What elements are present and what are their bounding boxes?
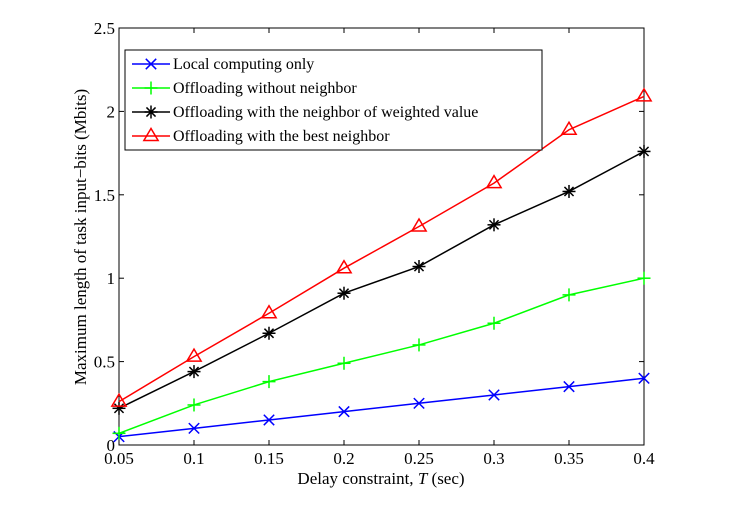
x-axis-label: Delay constraint, T (sec) [297, 469, 464, 488]
legend-marker [142, 127, 160, 142]
y-tick-label: 2.5 [94, 19, 115, 38]
data-point [110, 392, 128, 407]
y-tick-label: 1 [107, 269, 116, 288]
legend-marker [144, 105, 158, 119]
data-point [412, 260, 426, 274]
x-tick-label: 0.1 [183, 449, 204, 468]
data-point [563, 380, 575, 393]
legend-label: Offloading with the best neighbor [173, 128, 390, 145]
data-point [337, 286, 351, 300]
y-tick-label: 2 [107, 102, 116, 121]
legend-label: Offloading without neighbor [173, 80, 357, 97]
data-point [112, 401, 126, 415]
data-point [262, 326, 276, 340]
data-point [488, 389, 500, 401]
x-tick-label: 0.4 [633, 449, 655, 468]
data-point [410, 217, 428, 232]
y-axis-label: Maximum length of task input−bits (Mbits… [71, 89, 90, 385]
data-point [487, 316, 501, 330]
series-line [118, 95, 645, 403]
data-point [262, 375, 276, 389]
data-point [562, 184, 576, 198]
series-4 [110, 87, 653, 407]
series-1 [113, 372, 650, 443]
legend-item: Offloading without neighbor [132, 80, 357, 97]
series-3 [112, 144, 651, 415]
y-tick-label: 1.5 [94, 186, 115, 205]
x-tick-label: 0.3 [483, 449, 504, 468]
x-tick-label: 0.35 [554, 449, 584, 468]
data-point [637, 271, 651, 285]
y-tick-label: 0 [107, 436, 116, 455]
x-tick-label: 0.2 [333, 449, 354, 468]
legend-item: Local computing only [132, 56, 314, 73]
data-point [338, 405, 350, 418]
legend: Local computing only Offloading without n… [124, 49, 543, 151]
y-tick-label: 0.5 [94, 353, 115, 372]
data-point [112, 426, 126, 440]
legend-box [124, 49, 543, 151]
data-point [185, 347, 203, 362]
data-point [413, 397, 425, 410]
data-point [562, 288, 576, 302]
data-point [187, 398, 201, 412]
legend-label: Local computing only [173, 56, 314, 73]
legend-marker [144, 81, 158, 95]
series-line [118, 377, 645, 438]
x-axis-label-variable: T [418, 469, 429, 488]
x-tick-label: 0.25 [404, 449, 434, 468]
x-tick-label: 0.15 [254, 449, 284, 468]
series-2 [112, 271, 651, 440]
legend-marker [145, 58, 157, 70]
axis-ticks: 0.05 0.1 0.15 0.2 0.25 0.3 0.35 0.4 0 0.5 1 1.5 2 2.5 [94, 19, 655, 468]
series-line [118, 277, 645, 435]
data-point [412, 338, 426, 352]
data-point [637, 144, 651, 158]
series-line [118, 150, 645, 409]
data-point [560, 120, 578, 135]
data-point [260, 304, 278, 319]
data-point [188, 422, 200, 435]
data-point [487, 218, 501, 232]
legend-label: Offloading with the neighbor of weighted… [173, 104, 478, 121]
data-point [263, 414, 275, 426]
series-layer [110, 87, 653, 443]
data-point [638, 372, 650, 385]
data-point [485, 174, 503, 189]
data-point [335, 259, 353, 274]
x-axis-label-unit: (sec) [427, 469, 464, 488]
legend-item: Offloading with the best neighbor [132, 127, 390, 145]
data-point [337, 356, 351, 370]
legend-item: Offloading with the neighbor of weighted… [132, 104, 478, 121]
x-tick-label: 0.05 [104, 449, 134, 468]
data-point [187, 365, 201, 379]
data-point [635, 87, 653, 102]
x-axis-label-text: Delay constraint, [297, 469, 417, 488]
